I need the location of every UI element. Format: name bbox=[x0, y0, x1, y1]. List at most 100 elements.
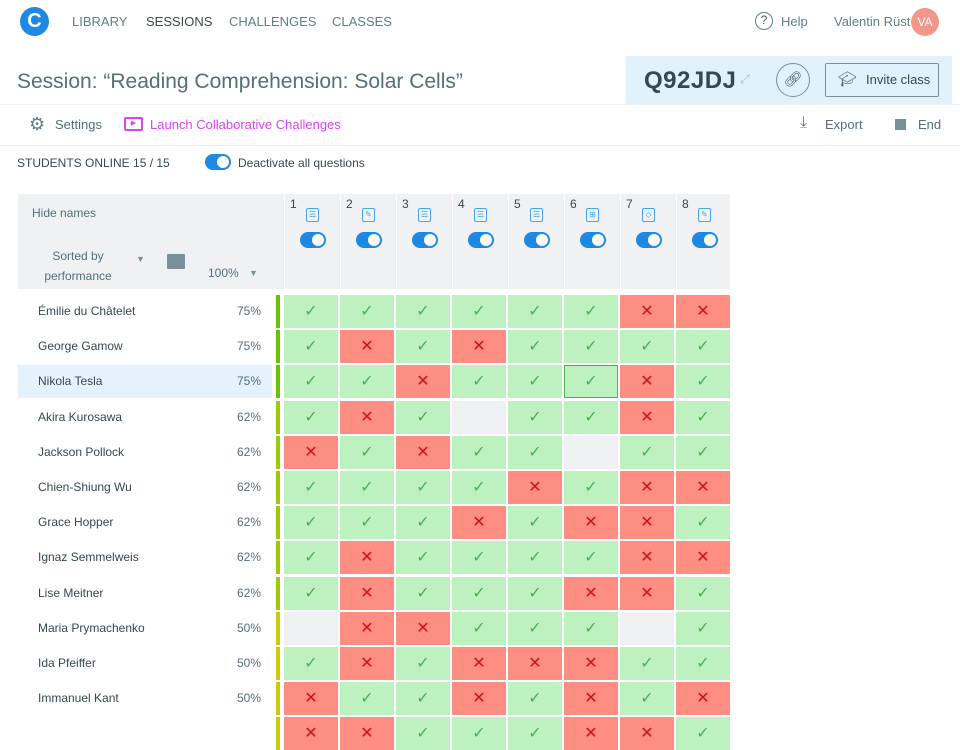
answer-cell[interactable]: ✓ bbox=[620, 330, 674, 364]
answer-cell[interactable]: ✓ bbox=[340, 506, 394, 540]
student-name[interactable]: Ignaz Semmelweis bbox=[38, 550, 139, 565]
question-toggle[interactable] bbox=[692, 232, 718, 248]
nav-classes[interactable]: CLASSES bbox=[332, 14, 392, 29]
answer-cell[interactable]: ✕ bbox=[620, 400, 674, 434]
answer-cell[interactable]: ✓ bbox=[396, 330, 450, 364]
table-row[interactable]: Ignaz Semmelweis 62% ✓ ✕ ✓ ✓ ✓ ✓ ✕ ✕ bbox=[18, 541, 730, 575]
play-screen-icon[interactable]: ▶ bbox=[124, 117, 143, 131]
answer-cell[interactable]: ✕ bbox=[620, 576, 674, 610]
answer-cell[interactable]: ✕ bbox=[620, 506, 674, 540]
chevron-down-icon[interactable]: ▼ bbox=[249, 268, 258, 278]
answer-cell[interactable]: ✓ bbox=[284, 330, 338, 364]
answer-cell[interactable]: ✕ bbox=[284, 682, 338, 716]
question-toggle[interactable] bbox=[468, 232, 494, 248]
answer-cell[interactable]: ✕ bbox=[676, 682, 730, 716]
answer-cell[interactable]: ✓ bbox=[340, 295, 394, 328]
fullscreen-icon[interactable]: ⤢ bbox=[740, 72, 750, 86]
export-button[interactable]: Export bbox=[825, 117, 863, 132]
answer-cell[interactable]: ✓ bbox=[284, 647, 338, 680]
answer-cell[interactable]: ✓ bbox=[564, 541, 618, 575]
answer-cell[interactable]: ✓ bbox=[508, 435, 562, 469]
answer-cell[interactable]: ✕ bbox=[340, 647, 394, 680]
answer-cell[interactable]: ✓ bbox=[564, 400, 618, 434]
answer-cell[interactable]: ✕ bbox=[508, 471, 562, 504]
answer-cell[interactable]: ✕ bbox=[620, 717, 674, 750]
answer-cell[interactable]: ✕ bbox=[564, 576, 618, 610]
student-name[interactable]: Émilie du Châtelet bbox=[38, 304, 136, 318]
answer-cell[interactable] bbox=[284, 611, 338, 645]
answer-cell[interactable]: ✓ bbox=[284, 365, 338, 399]
answer-cell[interactable]: ✕ bbox=[396, 365, 450, 399]
sort-select[interactable]: Sorted by performance bbox=[38, 246, 118, 286]
nav-sessions[interactable]: SESSIONS bbox=[146, 14, 213, 29]
question-toggle[interactable] bbox=[524, 232, 550, 248]
invite-class-button[interactable]: 🎓︎ Invite class bbox=[825, 63, 939, 97]
student-name[interactable]: Immanuel Kant bbox=[38, 691, 119, 706]
answer-cell[interactable]: ✓ bbox=[396, 541, 450, 575]
answer-cell[interactable]: ✕ bbox=[564, 682, 618, 716]
deactivate-toggle[interactable] bbox=[205, 154, 231, 170]
end-button[interactable]: End bbox=[918, 117, 942, 132]
question-toggle[interactable] bbox=[356, 232, 382, 248]
answer-cell[interactable]: ✕ bbox=[340, 611, 394, 645]
answer-cell[interactable]: ✓ bbox=[396, 295, 450, 328]
answer-cell[interactable]: ✓ bbox=[284, 400, 338, 434]
answer-cell[interactable] bbox=[564, 435, 618, 469]
answer-cell[interactable]: ✓ bbox=[284, 541, 338, 575]
answer-cell[interactable]: ✓ bbox=[508, 576, 562, 610]
answer-cell[interactable]: ✓ bbox=[676, 717, 730, 750]
answer-cell[interactable]: ✓ bbox=[452, 717, 506, 750]
table-row[interactable]: Grace Hopper 62% ✓ ✓ ✓ ✕ ✓ ✕ ✕ ✓ bbox=[18, 506, 730, 540]
answer-cell[interactable]: ✓ bbox=[508, 330, 562, 364]
student-name[interactable]: Maria Prymachenko bbox=[38, 620, 145, 635]
answer-cell[interactable]: ✕ bbox=[452, 506, 506, 540]
student-name[interactable]: Chien-Shiung Wu bbox=[38, 480, 132, 494]
answer-cell[interactable]: ✕ bbox=[620, 295, 674, 328]
answer-cell[interactable]: ✓ bbox=[396, 400, 450, 434]
question-column-6[interactable]: 6 ⊞ bbox=[564, 194, 619, 289]
answer-cell[interactable] bbox=[620, 611, 674, 645]
answer-cell[interactable]: ✕ bbox=[340, 400, 394, 434]
answer-cell[interactable]: ✕ bbox=[564, 506, 618, 540]
table-row[interactable]: Maria Prymachenko 50% ✕ ✕ ✓ ✓ ✓ ✓ bbox=[18, 611, 730, 645]
answer-cell[interactable]: ✓ bbox=[284, 576, 338, 610]
answer-cell[interactable]: ✓ bbox=[452, 611, 506, 645]
answer-cell[interactable]: ✕ bbox=[452, 647, 506, 680]
answer-cell[interactable]: ✓ bbox=[508, 611, 562, 645]
question-column-8[interactable]: 8 ✎ bbox=[676, 194, 731, 289]
table-row[interactable]: Akira Kurosawa 62% ✓ ✕ ✓ ✓ ✓ ✕ ✓ bbox=[18, 400, 730, 434]
answer-cell[interactable]: ✓ bbox=[396, 682, 450, 716]
answer-cell[interactable]: ✓ bbox=[676, 435, 730, 469]
answer-cell[interactable]: ✕ bbox=[340, 576, 394, 610]
answer-cell[interactable]: ✕ bbox=[508, 647, 562, 680]
answer-cell[interactable]: ✓ bbox=[452, 541, 506, 575]
answer-cell[interactable]: ✓ bbox=[676, 506, 730, 540]
answer-cell[interactable]: ✓ bbox=[340, 682, 394, 716]
answer-cell[interactable]: ✓ bbox=[452, 576, 506, 610]
answer-cell[interactable]: ✓ bbox=[452, 435, 506, 469]
student-name[interactable]: Ida Pfeiffer bbox=[38, 656, 96, 670]
question-column-7[interactable]: 7 ◇ bbox=[620, 194, 675, 289]
answer-cell[interactable]: ✓ bbox=[396, 471, 450, 504]
answer-cell[interactable]: ✕ bbox=[452, 682, 506, 716]
answer-cell[interactable]: ✓ bbox=[676, 330, 730, 364]
table-row[interactable]: Émilie du Châtelet 75% ✓ ✓ ✓ ✓ ✓ ✓ ✕ ✕ bbox=[18, 295, 730, 328]
answer-cell[interactable]: ✓ bbox=[284, 471, 338, 504]
answer-cell[interactable]: ✕ bbox=[564, 717, 618, 750]
help-link[interactable]: Help bbox=[781, 14, 808, 29]
answer-cell[interactable]: ✓ bbox=[508, 400, 562, 434]
nav-challenges[interactable]: CHALLENGES bbox=[229, 14, 317, 29]
answer-cell[interactable]: ✕ bbox=[676, 541, 730, 575]
help-icon[interactable]: ? bbox=[755, 12, 773, 30]
download-icon[interactable]: ⤓ bbox=[800, 114, 808, 131]
student-name[interactable]: Akira Kurosawa bbox=[38, 409, 123, 424]
table-row[interactable]: George Gamow 75% ✓ ✕ ✓ ✕ ✓ ✓ ✓ ✓ bbox=[18, 330, 730, 364]
question-column-3[interactable]: 3 ☰ bbox=[396, 194, 451, 289]
answer-cell[interactable]: ✓ bbox=[396, 717, 450, 750]
comment-icon[interactable] bbox=[167, 254, 185, 269]
app-logo[interactable]: C bbox=[20, 7, 49, 36]
answer-cell[interactable]: ✓ bbox=[676, 576, 730, 610]
avatar[interactable]: VA bbox=[911, 8, 939, 36]
answer-cell[interactable]: ✕ bbox=[396, 435, 450, 469]
answer-cell[interactable]: ✕ bbox=[620, 471, 674, 504]
